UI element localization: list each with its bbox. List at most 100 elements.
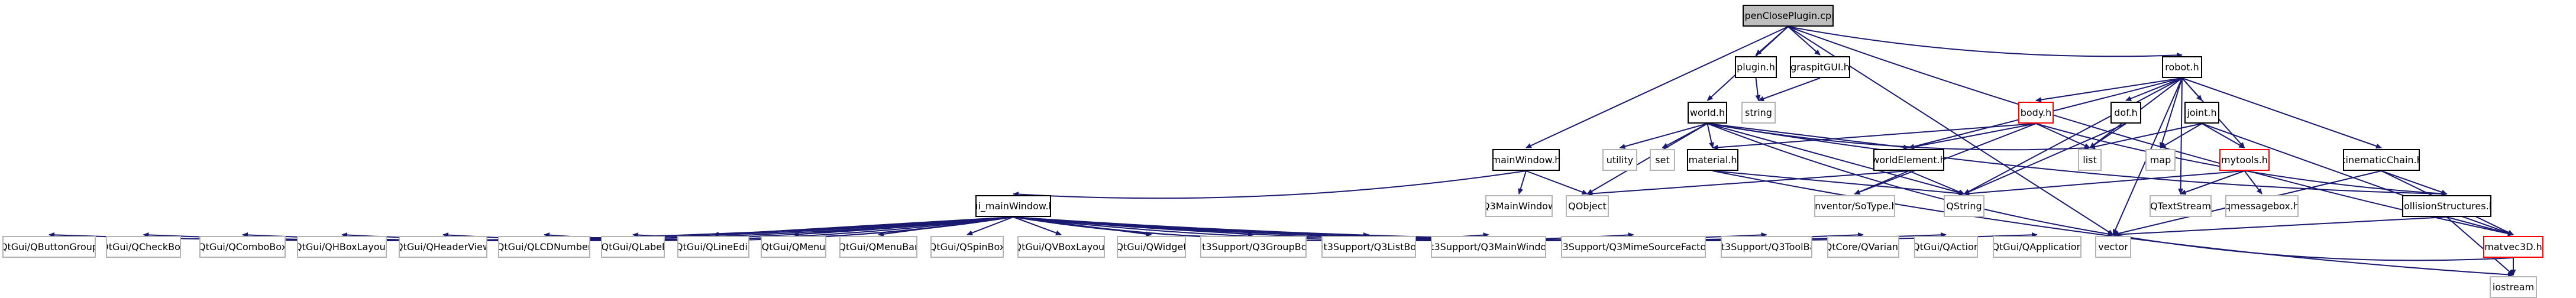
include-edge-joint-to-map — [2160, 123, 2203, 148]
include-edge-robot-to-dof — [2125, 77, 2183, 101]
graph-node-q3toolbar: Qt3Support/Q3ToolBar — [1721, 236, 1812, 258]
include-edge-body-to-material — [1712, 123, 2037, 150]
include-edge-collision-to-vector — [2112, 216, 2447, 238]
graph-node-qbuttongroup: QtGui/QButtonGroup — [2, 236, 96, 258]
include-edge-uimainwindow-to-qspinbox — [967, 216, 1014, 235]
graph-node-qwidget: QtGui/QWidget — [1117, 236, 1186, 258]
graph-node-plugin[interactable]: plugin.h — [1735, 56, 1777, 78]
include-edge-joint-to-matvec — [2202, 123, 2514, 236]
graph-node-qtextstream: QTextStream — [2150, 195, 2212, 217]
include-edge-openclose-to-mainwindow — [1525, 26, 1789, 148]
graph-node-qlabel: QtGui/QLabel — [601, 236, 665, 258]
include-edge-uimainwindow-to-qmenubar — [878, 216, 1014, 237]
include-edge-graspitgui-to-string — [1758, 77, 1821, 102]
include-edge-dof-to-qstring — [1963, 123, 2126, 195]
include-edge-kinematic-to-collision — [2381, 170, 2448, 195]
include-edge-collision-to-iostream — [2446, 216, 2514, 276]
graph-node-q3mainwindow2: Qt3Support/Q3MainWindow — [1431, 236, 1546, 258]
graph-node-world[interactable]: world.h — [1688, 102, 1727, 124]
graph-node-joint[interactable]: joint.h — [2184, 102, 2219, 124]
graph-node-material[interactable]: material.h — [1687, 149, 1738, 171]
graph-node-qspinbox: QtGui/QSpinBox — [930, 236, 1004, 258]
include-edge-worldelement-to-qobject — [1586, 170, 1909, 196]
graph-node-qlcdnumber: QtGui/QLCDNumber — [498, 236, 590, 258]
graph-node-vector: vector — [2095, 236, 2131, 258]
graph-node-qvboxlayout: QtGui/QVBoxLayout — [1017, 236, 1105, 258]
graph-node-q3listbox: Qt3Support/Q3ListBox — [1321, 236, 1416, 258]
graph-node-set: set — [1650, 149, 1675, 171]
graph-node-worldelement[interactable]: worldElement.h — [1873, 149, 1944, 171]
include-edge-robot-to-map — [2159, 77, 2183, 148]
include-edge-robot-to-qstring — [1963, 77, 2183, 195]
graph-node-qstring: QString — [1944, 195, 1984, 217]
graph-node-q3groupbox: Qt3Support/Q3GroupBox — [1200, 236, 1307, 258]
include-edge-robot-to-kinematic — [2181, 77, 2382, 149]
graph-node-robot[interactable]: robot.h — [2162, 56, 2202, 78]
include-edge-world-to-collision — [1707, 123, 2448, 197]
graph-node-mytools[interactable]: mytools.h — [2219, 149, 2270, 171]
graph-node-qmessagebox: qmessagebox.h — [2225, 195, 2299, 217]
graph-node-collision[interactable]: collisionStructures.h — [2402, 195, 2491, 217]
include-edge-dof-to-list — [2089, 123, 2126, 148]
graph-node-qlineedit: QtGui/QLineEdit — [677, 236, 749, 258]
graph-node-list: list — [2078, 149, 2102, 171]
graph-node-qcombobox: QtGui/QComboBox — [199, 236, 286, 258]
include-edge-openclose-to-graspitgui — [1788, 26, 1821, 56]
include-edge-material-to-qstring — [1712, 170, 1965, 196]
include-edge-uimainwindow-to-qmenu — [793, 216, 1014, 237]
graph-node-qmenubar: QtGui/QMenuBar — [839, 236, 917, 258]
graph-node-utility: utility — [1602, 149, 1637, 171]
include-edge-material-to-iostream — [1712, 170, 2514, 277]
graph-node-dof[interactable]: dof.h — [2110, 102, 2141, 124]
graph-node-openclose: openClosePlugin.cpp — [1743, 5, 1834, 27]
graph-node-qcheckbox: QtGui/QCheckBox — [106, 236, 181, 258]
graph-node-qhboxlayout: QtGui/QHBoxLayout — [297, 236, 387, 258]
include-edge-mytools-to-qmessagebox — [2244, 170, 2263, 195]
include-edge-openclose-to-robot — [1788, 26, 2183, 58]
include-edge-body-to-worldelement — [1908, 123, 2037, 150]
include-edge-mytools-to-qstring — [1963, 170, 2245, 196]
include-edge-robot-to-body — [2035, 77, 2183, 103]
include-edge-joint-to-list — [2089, 123, 2202, 150]
include-edge-world-to-qstring — [1707, 123, 1965, 195]
include-edge-uimainwindow-to-qvboxlayout — [1013, 216, 1062, 236]
include-edge-collision-to-matvec — [2446, 216, 2514, 237]
include-edge-mainwindow-to-qobject — [1525, 170, 1588, 195]
graph-node-q3mainwindow: Q3MainWindow — [1485, 195, 1553, 217]
include-edge-mainwindow-to-uimainwindow — [1013, 170, 1527, 199]
include-edge-plugin-to-string — [1755, 77, 1761, 101]
include-edge-body-to-sotype — [1854, 123, 2037, 195]
graph-node-qobject: QObject — [1566, 195, 1609, 217]
graph-node-sotype: Inventor/SoType.h — [1814, 195, 1895, 217]
include-edge-world-to-utility — [1619, 123, 1708, 149]
graph-node-mainwindow[interactable]: mainWindow.h — [1492, 149, 1560, 171]
graph-node-iostream: iostream — [2490, 276, 2537, 298]
graph-node-uimainwindow[interactable]: ui_mainWindow.h — [975, 195, 1051, 217]
graph-node-string: string — [1741, 102, 1776, 124]
graph-node-qapplication: QtGui/QApplication — [1993, 236, 2082, 258]
graph-node-map: map — [2145, 149, 2176, 171]
graph-node-kinematic[interactable]: kinematicChain.h — [2343, 149, 2420, 171]
include-edge-world-to-list — [1707, 123, 2090, 151]
include-edge-mainwindow-to-q3mainwindow — [1518, 170, 1527, 195]
include-edge-world-to-vector — [1707, 123, 2114, 237]
include-edge-mytools-to-qtextstream — [2180, 170, 2245, 195]
graph-node-qheaderview: QtGui/QHeaderView — [399, 236, 487, 258]
graph-node-body[interactable]: body.h — [2018, 102, 2054, 124]
include-edge-world-to-qobject — [1586, 123, 1708, 195]
graph-node-q3mimesource: Qt3Support/Q3MimeSourceFactory — [1561, 236, 1706, 258]
graph-node-qvariant: QtCore/QVariant — [1827, 236, 1899, 258]
include-edge-matvec-to-vector — [2112, 233, 2514, 261]
include-edge-world-to-material — [1706, 123, 1714, 148]
graph-node-qmenu: QtGui/QMenu — [761, 236, 826, 258]
graph-node-graspitgui[interactable]: graspitGUI.h — [1790, 56, 1850, 78]
include-edge-worldelement-to-sotype — [1854, 170, 1909, 195]
graph-node-matvec[interactable]: matvec3D.h — [2483, 236, 2543, 258]
include-edge-uimainwindow-to-qlineedit — [713, 216, 1014, 237]
graph-node-qaction: QtGui/QAction — [1914, 236, 1978, 258]
include-edge-joint-to-mytools — [2202, 123, 2245, 148]
include-edge-worldelement-to-qstring — [1908, 170, 1965, 195]
include-edge-world-to-worldelement — [1707, 123, 1909, 150]
